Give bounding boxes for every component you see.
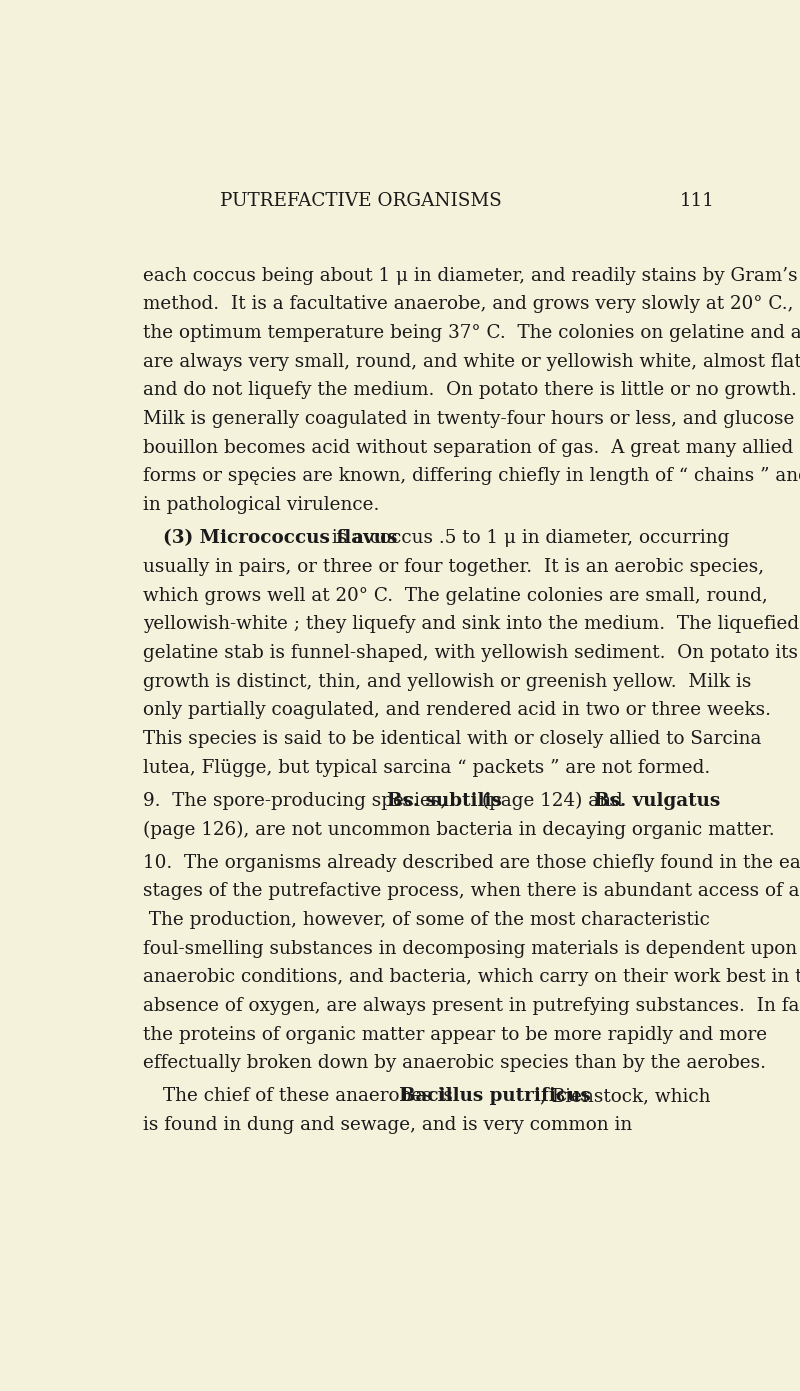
Text: bouillon becomes acid without separation of gas.  A great many allied: bouillon becomes acid without separation… [143, 438, 794, 456]
Text: is a coccus .5 to 1 μ in diameter, occurring: is a coccus .5 to 1 μ in diameter, occur… [326, 529, 729, 547]
Text: effectually broken down by anaerobic species than by the aerobes.: effectually broken down by anaerobic spe… [143, 1054, 766, 1072]
Text: 9.  The spore-producing species,: 9. The spore-producing species, [143, 791, 453, 810]
Text: and do not liquefy the medium.  On potato there is little or no growth.: and do not liquefy the medium. On potato… [143, 381, 800, 399]
Text: usually in pairs, or three or four together.  It is an aerobic species,: usually in pairs, or three or four toget… [143, 558, 765, 576]
Text: (page 124) and: (page 124) and [476, 791, 629, 810]
Text: anaerobic conditions, and bacteria, which carry on their work best in the: anaerobic conditions, and bacteria, whic… [143, 968, 800, 986]
Text: (3) Micrococcus flavus: (3) Micrococcus flavus [163, 529, 398, 547]
Text: gelatine stab is funnel-shaped, with yellowish sediment.  On potato its: gelatine stab is funnel-shaped, with yel… [143, 644, 798, 662]
Text: 111: 111 [680, 192, 714, 210]
Text: 10.  The organisms already described are those chiefly found in the early: 10. The organisms already described are … [143, 854, 800, 872]
Text: in pathological virulence.: in pathological virulence. [143, 497, 380, 515]
Text: The production, however, of some of the most characteristic: The production, however, of some of the … [143, 911, 710, 929]
Text: are always very small, round, and white or yellowish white, almost flat,: are always very small, round, and white … [143, 353, 800, 370]
Text: lutea, Flügge, but typical sarcina “ packets ” are not formed.: lutea, Flügge, but typical sarcina “ pac… [143, 759, 710, 776]
Text: which grows well at 20° C.  The gelatine colonies are small, round,: which grows well at 20° C. The gelatine … [143, 587, 768, 605]
Text: growth is distinct, thin, and yellowish or greenish yellow.  Milk is: growth is distinct, thin, and yellowish … [143, 673, 752, 691]
Text: (page 126), are not uncommon bacteria in decaying organic matter.: (page 126), are not uncommon bacteria in… [143, 821, 775, 839]
Text: Bs. vulgatus: Bs. vulgatus [594, 791, 720, 810]
Text: PUTREFACTIVE ORGANISMS: PUTREFACTIVE ORGANISMS [219, 192, 502, 210]
Text: This species is said to be identical with or closely allied to Sarcina: This species is said to be identical wit… [143, 730, 762, 748]
Text: , Bienstock, which: , Bienstock, which [540, 1088, 710, 1106]
Text: Milk is generally coagulated in twenty-four hours or less, and glucose: Milk is generally coagulated in twenty-f… [143, 410, 794, 428]
Text: only partially coagulated, and rendered acid in two or three weeks.: only partially coagulated, and rendered … [143, 701, 778, 719]
Text: the optimum temperature being 37° C.  The colonies on gelatine and agar: the optimum temperature being 37° C. The… [143, 324, 800, 342]
Text: forms or spęcies are known, differing chiefly in length of “ chains ” and: forms or spęcies are known, differing ch… [143, 467, 800, 485]
Text: absence of oxygen, are always present in putrefying substances.  In fact,: absence of oxygen, are always present in… [143, 997, 800, 1015]
Text: Bacillus putrificus: Bacillus putrificus [400, 1088, 590, 1106]
Text: The chief of these anaerobes is: The chief of these anaerobes is [163, 1088, 459, 1106]
Text: yellowish-white ; they liquefy and sink into the medium.  The liquefied: yellowish-white ; they liquefy and sink … [143, 615, 799, 633]
Text: is found in dung and sewage, and is very common in: is found in dung and sewage, and is very… [143, 1116, 633, 1134]
Text: foul-smelling substances in decomposing materials is dependent upon: foul-smelling substances in decomposing … [143, 940, 798, 957]
Text: stages of the putrefactive process, when there is abundant access of air.: stages of the putrefactive process, when… [143, 882, 800, 900]
Text: each coccus being about 1 μ in diameter, and readily stains by Gram’s: each coccus being about 1 μ in diameter,… [143, 267, 798, 285]
Text: method.  It is a facultative anaerobe, and grows very slowly at 20° C.,: method. It is a facultative anaerobe, an… [143, 295, 794, 313]
Text: the proteins of organic matter appear to be more rapidly and more: the proteins of organic matter appear to… [143, 1025, 767, 1043]
Text: Bs. subtilis: Bs. subtilis [387, 791, 502, 810]
